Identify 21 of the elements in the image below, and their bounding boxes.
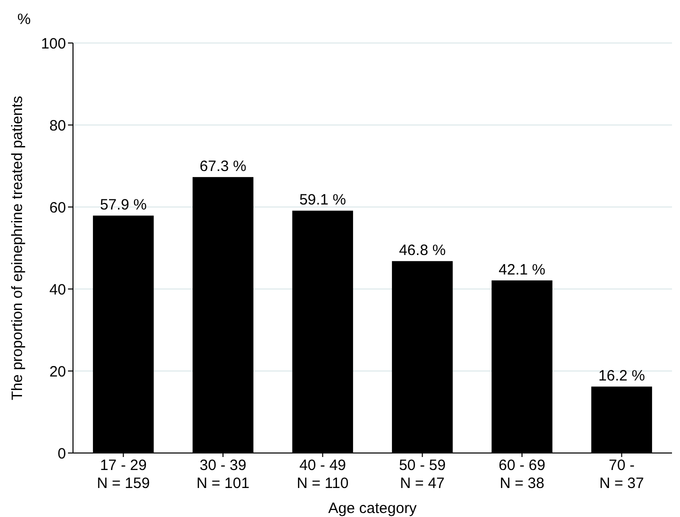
y-tick-label: 80 <box>49 117 66 134</box>
x-tick-label: 70 - N = 37 <box>599 457 644 492</box>
x-axis-title: Age category <box>328 500 418 517</box>
data-label: 57.9 % <box>100 196 147 214</box>
y-tick-label: 20 <box>49 363 66 380</box>
y-axis-title: The proportion of epinephrine treated patients <box>9 96 26 400</box>
x-tick-label: 30 - 39 N = 101 <box>196 457 250 492</box>
data-label: 67.3 % <box>200 158 246 176</box>
data-label: 46.8 % <box>398 242 446 260</box>
x-tick-label: 50 - 59 N = 47 <box>398 457 446 492</box>
x-tick-label: 40 - 49 N = 110 <box>296 457 349 492</box>
y-tick-label: 60 <box>49 199 66 216</box>
text: % <box>17 11 31 28</box>
y-tick-label: 40 <box>49 281 66 298</box>
x-tick-label: 17 - 29 N = 159 <box>96 457 150 492</box>
data-label: 59.1 % <box>299 192 346 209</box>
x-tick-label: 60 - 69 N = 38 <box>498 457 546 492</box>
y-tick-label: 100 <box>40 35 66 52</box>
data-label: 16.2 % <box>598 368 646 385</box>
y-tick-label: 0 <box>58 445 66 462</box>
data-label: 42.1 % <box>498 261 546 278</box>
